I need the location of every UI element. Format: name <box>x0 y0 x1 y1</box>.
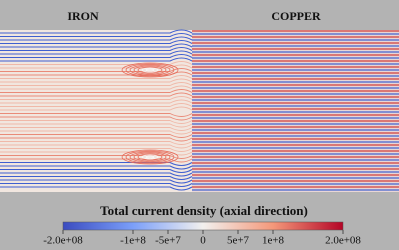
iron-streamline <box>0 165 193 170</box>
iron-streamline <box>0 57 193 62</box>
colorbar-title: Total current density (axial direction) <box>100 203 308 218</box>
vortex-line <box>137 66 163 74</box>
iron-streamline <box>0 43 193 48</box>
iron-streamline <box>0 134 193 138</box>
vortex-line <box>121 62 179 78</box>
colorbar-tick-label: 0 <box>200 235 206 247</box>
iron-streamline <box>0 120 193 124</box>
iron-streamline <box>0 64 193 69</box>
vortex-line <box>145 155 155 159</box>
iron-streamline <box>0 148 193 152</box>
copper-label: COPPER <box>271 9 321 23</box>
vortex-line <box>129 64 171 76</box>
iron-streamline <box>0 99 193 104</box>
vortex-line <box>133 152 167 162</box>
iron-streamline <box>0 179 193 184</box>
iron-streamline <box>0 36 193 41</box>
iron-streamline <box>0 123 193 128</box>
iron-streamline <box>0 168 193 174</box>
colorbar-tick-label: 5e+7 <box>227 235 250 247</box>
iron-streamline <box>0 130 193 135</box>
colorbar-tick-label: -2.0e+08 <box>43 235 83 247</box>
iron-streamline <box>0 29 193 34</box>
iron-label: IRON <box>67 9 99 23</box>
iron-streamline <box>0 161 193 167</box>
iron-streamline <box>0 53 193 59</box>
colorbar-tick-label: 2.0e+08 <box>325 235 361 247</box>
iron-streamline <box>0 182 193 188</box>
iron-streamline <box>0 172 193 177</box>
vortex-line <box>141 67 159 73</box>
colorbar-ticks: -2.0e+08 -1e+8 -5e+7 0 5e+7 1e+8 2.0e+08 <box>43 230 361 247</box>
iron-streamline <box>0 89 193 93</box>
iron-streamline <box>0 144 193 149</box>
iron-streamline <box>0 46 193 52</box>
copper-region <box>192 30 399 192</box>
streamlines <box>0 29 399 191</box>
iron-streamline <box>0 96 193 100</box>
vortex-line <box>129 151 171 163</box>
iron-streamline <box>0 186 193 191</box>
colorbar-tick-label: 1e+8 <box>262 235 285 247</box>
iron-streamline <box>0 68 193 72</box>
iron-streamline <box>0 92 193 97</box>
iron-streamline <box>0 127 193 131</box>
iron-streamline <box>0 39 193 45</box>
vortex-line <box>145 68 155 72</box>
iron-streamline <box>0 50 193 55</box>
vortex-line <box>125 63 175 77</box>
vortex-line <box>137 153 163 161</box>
vortex-line <box>125 150 175 164</box>
iron-streamline <box>0 137 193 142</box>
iron-streamline <box>0 155 193 159</box>
colorbar <box>62 221 344 231</box>
iron-streamline <box>0 78 193 83</box>
iron-streamline <box>0 116 193 121</box>
iron-streamline <box>0 175 193 181</box>
iron-streamline <box>0 32 193 38</box>
iron-streamline <box>0 113 193 117</box>
colorbar-tick-label: -5e+7 <box>155 235 181 247</box>
iron-streamline <box>0 82 193 86</box>
iron-streamline <box>0 106 193 111</box>
vortex-line <box>133 65 167 75</box>
vortex-line <box>141 154 159 160</box>
iron-streamline <box>0 158 193 163</box>
iron-streamline <box>0 141 193 145</box>
iron-streamline <box>0 85 193 90</box>
iron-streamline <box>0 103 193 107</box>
colorbar-tick-label: -1e+8 <box>120 235 146 247</box>
iron-streamline <box>0 61 193 65</box>
iron-streamline <box>0 75 193 79</box>
vortex-line <box>121 149 179 165</box>
